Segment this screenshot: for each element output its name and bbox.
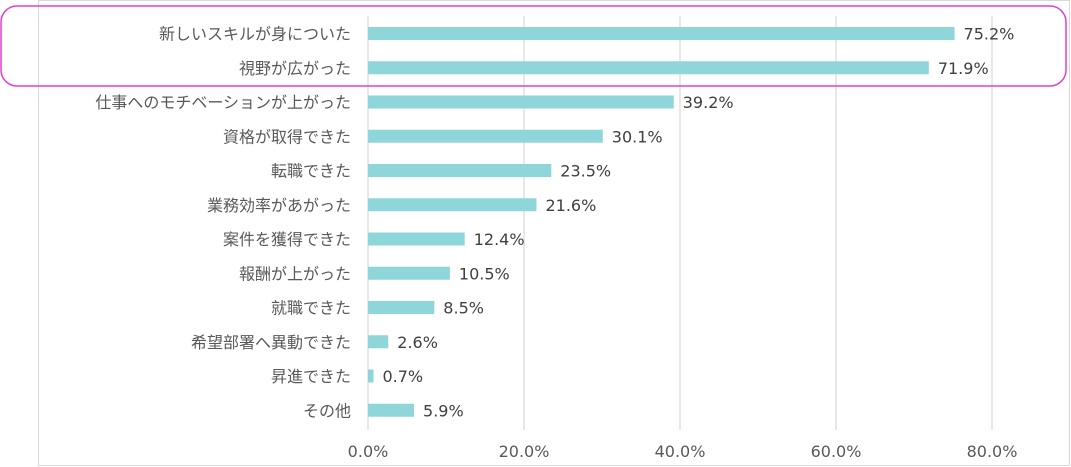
bar [368, 266, 450, 280]
category-label: 仕事へのモチベーションが上がった [95, 93, 351, 112]
category-label: 新しいスキルが身についた [159, 25, 351, 44]
category-label: 資格が取得できた [223, 127, 351, 146]
value-labels: 75.2% 71.9% 39.2% 30.1%23.5% 21.6% 12.4% 10.5%… [382, 25, 1014, 421]
value-label: 0.7% [382, 367, 423, 386]
gridlines [367, 16, 993, 430]
x-tick-label: 80.0% [967, 442, 1018, 461]
bar [368, 27, 955, 40]
bar [368, 335, 389, 349]
bar [368, 198, 537, 212]
x-tick-labels: 0.0% 20.0% 40.0% 60.0% 80.0% [348, 442, 1018, 461]
x-tick-label: 40.0% [655, 442, 706, 461]
value-label: 8.5% [443, 299, 484, 318]
category-label: 報酬が上がった [239, 264, 351, 283]
value-label: 23.5% [560, 162, 611, 181]
value-label: 5.9% [423, 401, 464, 420]
category-label: 案件を獲得できた [223, 230, 351, 249]
category-label: その他 [303, 401, 351, 420]
bar [368, 403, 415, 417]
x-tick-label: 60.0% [811, 442, 862, 461]
value-label: 12.4% [474, 230, 525, 249]
x-tick-label: 0.0% [348, 442, 389, 461]
bar [368, 129, 603, 143]
category-label: 希望部署へ異動できた [191, 333, 351, 352]
highlight-box [0, 5, 1067, 87]
value-label: 10.5% [459, 264, 510, 283]
x-tick-label: 20.0% [499, 442, 550, 461]
value-label: 39.2% [683, 93, 734, 112]
bar [368, 95, 674, 109]
category-label: 昇進できた [271, 367, 351, 386]
value-label: 71.9% [938, 59, 989, 78]
category-label: 視野が広がった [239, 59, 351, 78]
category-labels: 新しいスキルが身についた視野が広がった仕事へのモチベーションが上がった資格が取得… [95, 25, 351, 421]
chart-frame [38, 0, 1070, 466]
value-label: 75.2% [964, 25, 1015, 44]
bar [368, 164, 552, 177]
category-label: 転職できた [271, 162, 351, 181]
value-label: 2.6% [397, 333, 438, 352]
bar [368, 232, 465, 246]
bar [368, 61, 929, 75]
category-label: 業務効率があがった [207, 196, 351, 215]
value-label: 30.1% [612, 127, 663, 146]
bar [368, 301, 435, 314]
category-label: 就職できた [271, 299, 351, 318]
bar [368, 369, 374, 383]
value-label: 21.6% [545, 196, 596, 215]
bars [368, 27, 955, 417]
